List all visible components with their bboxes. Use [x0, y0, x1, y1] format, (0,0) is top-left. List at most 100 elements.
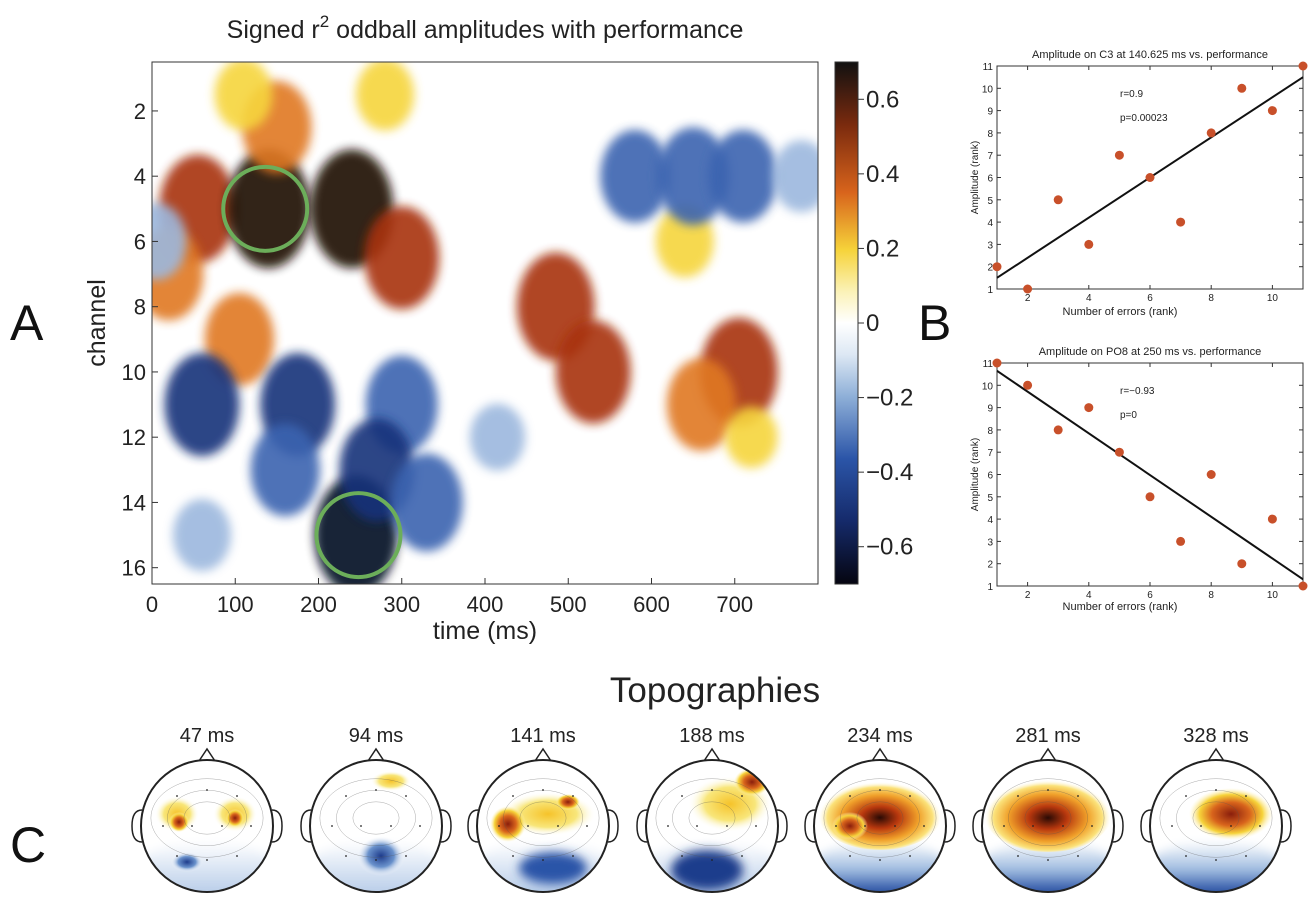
ear-right-icon: [776, 809, 788, 843]
ear-left-icon: [804, 809, 816, 843]
topography-positive-region: [169, 812, 189, 832]
nose-icon: [703, 747, 721, 762]
topography-positive-region: [371, 771, 411, 791]
ear-left-icon: [131, 809, 143, 843]
scatter-point: [1023, 284, 1033, 294]
topography-contour: [319, 778, 433, 858]
topography-contour: [183, 801, 231, 835]
heatmap-blob: [772, 140, 818, 213]
electrode-dot: [879, 859, 881, 861]
heatmap-blob: [172, 499, 231, 571]
scatter-point: [1053, 425, 1063, 435]
scatter-y-tick-label: 8: [987, 426, 993, 437]
ear-right-icon: [271, 809, 283, 843]
electrode-dot: [681, 855, 683, 857]
topography-negative-region: [982, 841, 1114, 892]
topography-maps: 47 ms 94 ms 141 ms 188 ms 234 ms 281 ms 328 ms: [131, 725, 1292, 893]
topography-contour: [823, 778, 937, 858]
scatter-y-tick-label: 7: [987, 448, 993, 459]
scatter-point: [1267, 514, 1277, 524]
colorbar-tick-label: −0.2: [866, 385, 913, 412]
electrode-dot: [1230, 825, 1232, 827]
head-outline: [981, 759, 1115, 893]
y-tick-label: 6: [134, 229, 146, 254]
heatmap-blob: [356, 62, 415, 131]
panel-label-a: A: [10, 295, 44, 351]
topography-label: 141 ms: [510, 725, 576, 747]
topography-positive-region: [818, 778, 942, 850]
scatter-y-tick-label: 5: [987, 493, 993, 504]
stat-r: r=0.9: [1120, 89, 1144, 100]
topography-fill: [141, 760, 273, 892]
head-outline: [140, 759, 274, 893]
topography-label: 94 ms: [349, 725, 403, 747]
x-tick-label: 200: [300, 592, 337, 617]
topography-label: 234 ms: [847, 725, 913, 747]
scatter-y-tick-label: 10: [982, 84, 994, 95]
ear-left-icon: [467, 809, 479, 843]
heatmap-title-main: Signed r: [227, 16, 320, 44]
topography-map: 47 ms: [131, 725, 283, 893]
colorbar: [834, 61, 859, 585]
stat-p: p=0: [1120, 410, 1137, 421]
electrode-dot: [681, 795, 683, 797]
topography-map: 234 ms: [804, 725, 956, 893]
x-tick-label: 100: [217, 592, 254, 617]
electrode-dot: [390, 825, 392, 827]
topography-map: 188 ms: [636, 725, 788, 893]
topography-negative-spot: [671, 850, 743, 890]
topography-negative-region: [1150, 841, 1282, 892]
electrode-dot: [741, 855, 743, 857]
electrode-dot: [375, 859, 377, 861]
heatmap-blob: [152, 202, 187, 280]
topography-positive-region: [490, 806, 526, 842]
topography-map: 141 ms: [467, 725, 619, 893]
scatter-point: [1114, 447, 1124, 457]
scatter-x-tick-label: 4: [1086, 293, 1092, 304]
scatter-plot-c3: Amplitude on C3 at 140.625 ms vs. perfor…: [970, 49, 1308, 318]
colorbar-tick-label: 0.6: [866, 86, 899, 113]
scatter-point: [1237, 559, 1247, 569]
heatmap-blob: [555, 320, 631, 424]
topography-negative-region: [310, 841, 442, 892]
head-outline: [645, 759, 779, 893]
colorbar-ticks: 0.6 0.4 0.2 0 −0.2 −0.4 −0.6: [858, 86, 913, 561]
topography-contour: [856, 801, 904, 835]
scatter-y-tick-label: 11: [983, 62, 994, 73]
scatter-y-tick-label: 9: [987, 107, 993, 118]
colorbar-tick-label: 0.4: [866, 161, 899, 188]
electrode-dot: [755, 825, 757, 827]
topography-contour: [655, 778, 769, 858]
topography-contour: [486, 778, 600, 858]
y-tick-label: 10: [122, 360, 146, 385]
electrode-dot: [557, 825, 559, 827]
scatter-y-tick-label: 2: [987, 263, 993, 274]
topography-fill: [814, 760, 946, 892]
ear-right-icon: [944, 809, 956, 843]
scatter-point: [1206, 128, 1216, 138]
scatter-y-tick-label: 3: [987, 537, 993, 548]
scatter-point: [1267, 106, 1277, 116]
nose-icon: [1039, 747, 1057, 762]
electrode-dot: [250, 825, 252, 827]
scatter-point: [1176, 536, 1186, 546]
ear-left-icon: [972, 809, 984, 843]
y-tick-label: 16: [122, 556, 146, 581]
topography-negative-region: [814, 841, 946, 892]
heatmap-blob: [214, 62, 273, 131]
electrode-dot: [711, 789, 713, 791]
topography-label: 188 ms: [679, 725, 745, 747]
electrode-dot: [1047, 859, 1049, 861]
scatter-point: [1206, 470, 1216, 479]
topography-label: 47 ms: [180, 725, 234, 747]
scatter-xlabel: Number of errors (rank): [1063, 601, 1178, 613]
ear-right-icon: [1280, 809, 1292, 843]
scatter-y-tick-label: 4: [987, 218, 993, 229]
heatmap-area: [152, 62, 818, 584]
electrode-dot: [1032, 825, 1034, 827]
electrode-dot: [1003, 825, 1005, 827]
y-tick-label: 14: [122, 490, 146, 515]
topography-fill: [646, 760, 778, 892]
annotation-circle: [221, 164, 310, 253]
scatter-y-tick-label: 7: [987, 151, 993, 162]
